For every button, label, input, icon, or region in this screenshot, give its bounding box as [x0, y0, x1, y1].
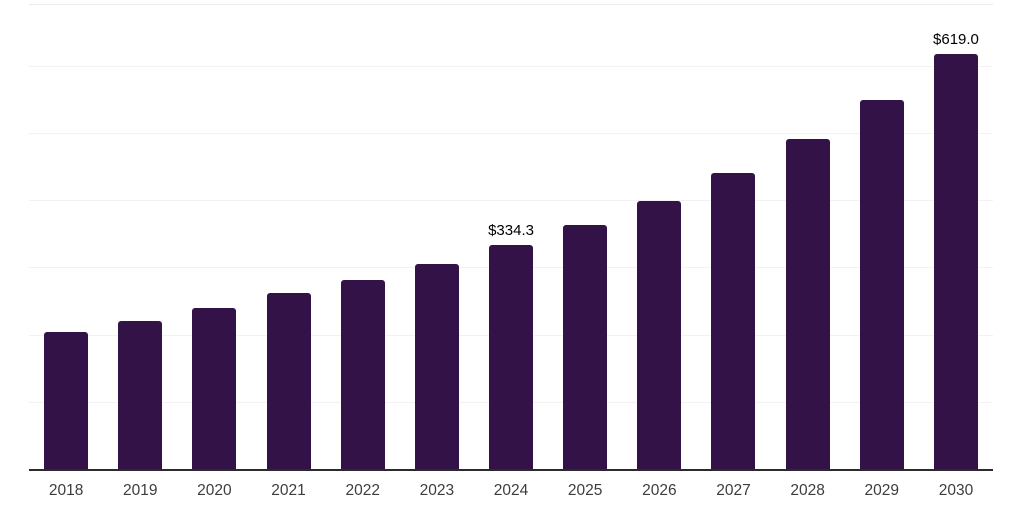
- bar-2023: [414, 263, 459, 470]
- bar-2022: [340, 280, 385, 470]
- bar-group-2025: [548, 5, 622, 470]
- x-tick-label-2026: 2026: [642, 482, 677, 499]
- x-tick-label-2024: 2024: [493, 482, 529, 499]
- bar-group-2021: [251, 5, 325, 470]
- bar-group-2028: [771, 5, 845, 470]
- bar-group-2023: [400, 5, 474, 470]
- bar-2030: [933, 53, 978, 470]
- bar-2021: [266, 293, 311, 470]
- bar-2029: [859, 99, 904, 470]
- bar-2018: [44, 332, 89, 470]
- x-tick-label-2028: 2028: [790, 482, 825, 499]
- x-tick-label-2018: 2018: [48, 482, 84, 499]
- bar-group-2020: [177, 5, 251, 470]
- bar-value-label-2030: $619.0: [933, 30, 979, 48]
- x-tick-label-2022: 2022: [345, 482, 380, 499]
- bars-container: $334.3 $619.0: [29, 5, 993, 470]
- bar-2024: [489, 245, 534, 470]
- bar-group-2018: [29, 5, 103, 470]
- bar-2026: [637, 201, 682, 470]
- plot-area: $334.3 $619.0: [29, 4, 993, 471]
- bar-2025: [563, 225, 608, 470]
- x-tick-label-2021: 2021: [271, 482, 306, 499]
- x-tick-label-2019: 2019: [122, 482, 158, 499]
- bar-group-2026: [622, 5, 696, 470]
- bar-2019: [118, 320, 163, 470]
- x-tick-label-2030: 2030: [938, 482, 974, 499]
- gridline-400: [29, 200, 993, 202]
- x-tick-label-2020: 2020: [197, 482, 232, 499]
- bar-group-2029: [845, 5, 919, 470]
- x-tick-label-2023: 2023: [419, 482, 455, 499]
- bar-group-2022: [326, 5, 400, 470]
- bar-group-2027: [696, 5, 770, 470]
- x-tick-label-2029: 2029: [864, 482, 900, 499]
- bar-value-label-2024: $334.3: [488, 222, 534, 240]
- bar-2020: [192, 307, 237, 470]
- gridline-600: [29, 65, 993, 67]
- bar-group-2030: $619.0: [919, 5, 993, 470]
- x-axis-tick-labels: 2018 2019 2020 2021 2022 2023 2024 2025 2026 2027…: [29, 481, 993, 500]
- gridline-500: [29, 132, 993, 134]
- bar-group-2024: $334.3: [474, 5, 548, 470]
- x-axis-line: [29, 469, 993, 471]
- bar-group-2019: [103, 5, 177, 470]
- x-tick-label-2027: 2027: [716, 482, 751, 499]
- x-tick-label-2025: 2025: [567, 482, 603, 499]
- bar-2028: [785, 139, 830, 470]
- bar-2027: [711, 172, 756, 470]
